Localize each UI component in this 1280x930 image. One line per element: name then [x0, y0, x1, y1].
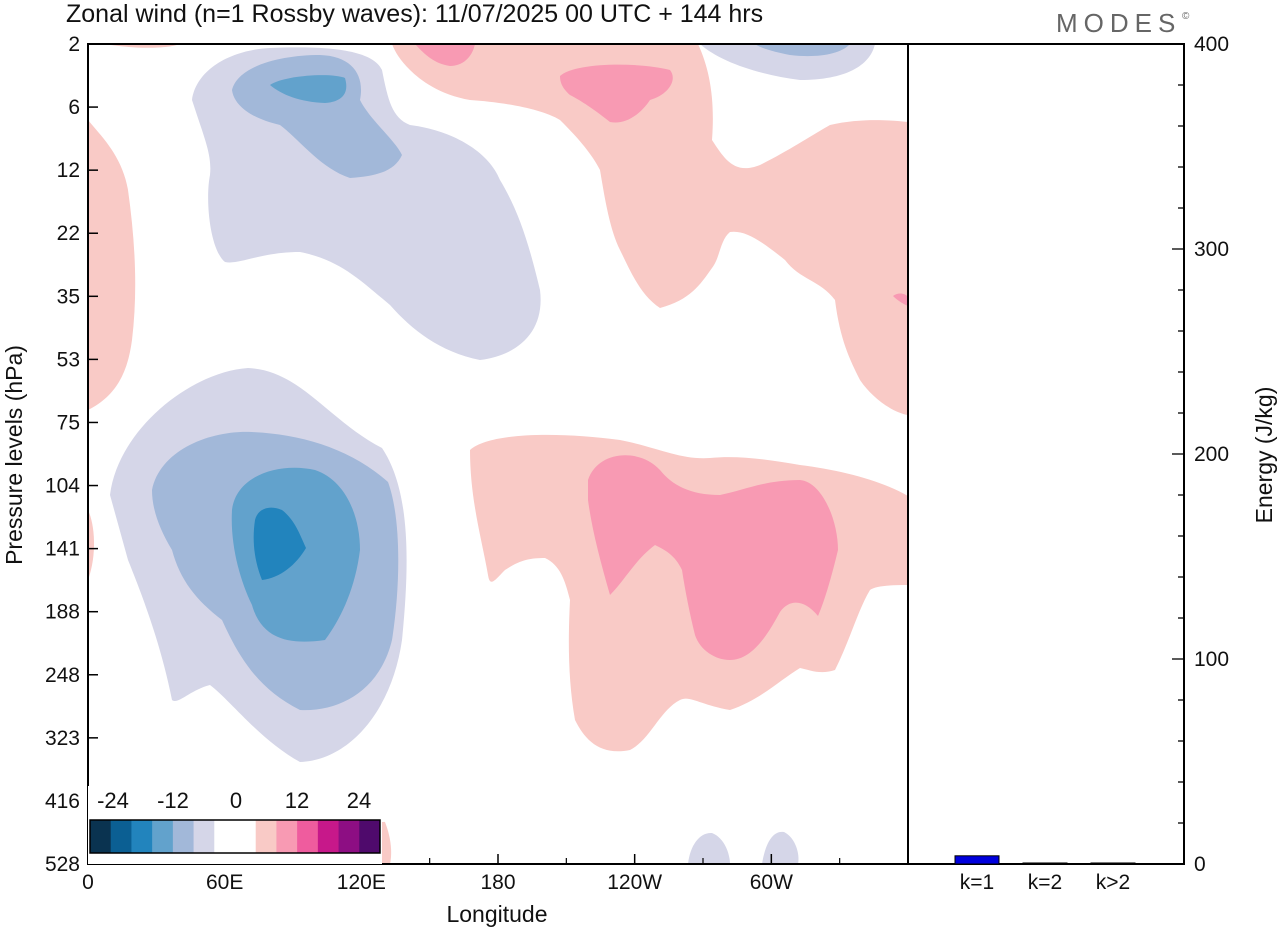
y-tick-label: 6: [68, 96, 80, 119]
region-easterly-bottom-1: [688, 832, 730, 864]
logo-copyright-mark: ©: [1182, 11, 1190, 22]
colorbar-cell: [338, 820, 360, 853]
region-westerly-left-edge: [88, 120, 136, 410]
region-easterly-upper-inner: [270, 75, 347, 103]
colorbar-legend: -24 -12 0 12 24: [88, 786, 382, 864]
region-westerly-upper-inner-2: [415, 44, 475, 66]
y-tick-label: 248: [45, 664, 80, 687]
colorbar-label: -12: [157, 788, 189, 813]
y-tick-label: 323: [45, 727, 80, 750]
region-westerly-right-spot: [893, 293, 908, 306]
energy-bar: [954, 855, 1000, 865]
y-tick-label: 104: [45, 475, 80, 498]
y-tick-label: 12: [57, 159, 80, 182]
region-easterly-upper-outer: [192, 47, 541, 361]
energy-tick-label: 300: [1194, 238, 1229, 261]
y-tick-label: 75: [57, 411, 80, 434]
energy-tick-label: 0: [1194, 853, 1206, 876]
colorbar-cell: [131, 820, 153, 853]
region-easterly-top-right-inner: [755, 44, 850, 57]
energy-bar-label: k=1: [960, 871, 994, 894]
colorbar-label: 24: [347, 788, 371, 813]
region-westerly-upper: [392, 44, 908, 415]
y-tick-label: 53: [57, 348, 80, 371]
colorbar-cell: [255, 820, 277, 853]
x-tick-label: 180: [480, 871, 515, 894]
colorbar-cell: [276, 820, 298, 853]
colorbar-label: -24: [97, 788, 129, 813]
energy-bar: [1022, 862, 1068, 865]
energy-tick-label: 400: [1194, 33, 1229, 56]
colorbar-border: [89, 819, 381, 854]
energy-axis-label: Energy (J/kg): [1251, 387, 1277, 524]
logo-text: MODES: [1056, 8, 1181, 38]
energy-bar-label: k=2: [1028, 871, 1062, 894]
x-tick-label: 60W: [750, 871, 793, 894]
longitude-axis: 0 60E 120E 180 120W 60W: [82, 854, 841, 894]
y-tick-label: 528: [45, 853, 80, 876]
chart-title: Zonal wind (n=1 Rossby waves): 11/07/202…: [66, 0, 763, 28]
colorbar-cell: [172, 820, 195, 853]
energy-bars: k=1 k=2 k>2: [954, 855, 1136, 894]
energy-bar-label: k>2: [1096, 871, 1130, 894]
colorbar-cell: [90, 820, 112, 853]
colorbar-label: 12: [285, 788, 309, 813]
y-tick-label: 141: [45, 538, 80, 561]
y-axis-label: Pressure levels (hPa): [1, 345, 27, 565]
y-tick-label: 22: [57, 222, 80, 245]
heatmap-field: [88, 44, 908, 864]
x-axis-label: Longitude: [446, 901, 547, 927]
energy-bar: [1090, 862, 1136, 865]
energy-tick-label: 100: [1194, 648, 1229, 671]
energy-axis: 0 100 200 300 400: [1172, 33, 1229, 876]
y-tick-label: 416: [45, 790, 80, 813]
colorbar-cell: [317, 820, 340, 853]
region-westerly-upper-inner: [560, 64, 673, 123]
colorbar-cell: [214, 820, 236, 853]
y-tick-label: 35: [57, 285, 80, 308]
modes-logo: MODES ©: [1056, 8, 1190, 38]
y-tick-label: 188: [45, 601, 80, 624]
energy-tick-label: 200: [1194, 443, 1229, 466]
region-westerly-left-lower: [88, 510, 95, 580]
colorbar-cell: [297, 820, 319, 853]
x-tick-label: 120W: [607, 871, 662, 894]
region-easterly-bottom-2: [762, 831, 799, 864]
x-tick-label: 120E: [337, 871, 386, 894]
colorbar-cell: [152, 820, 174, 853]
region-easterly-lower-core: [253, 507, 306, 580]
x-tick-label: 60E: [206, 871, 243, 894]
colorbar-cell: [235, 820, 257, 853]
bar-panel-frame: [907, 43, 1185, 865]
pressure-axis: 2 6 12 22 35 53 75 104 141 188 248 323 416 528: [45, 33, 98, 876]
colorbar-cell: [359, 820, 381, 853]
colorbar-cell: [110, 820, 132, 853]
colorbar-cell: [193, 820, 215, 853]
colorbar-label: 0: [230, 788, 242, 813]
y-tick-label: 2: [68, 33, 80, 56]
region-westerly-lower-inner: [588, 455, 838, 660]
x-tick-label: 0: [82, 871, 94, 894]
